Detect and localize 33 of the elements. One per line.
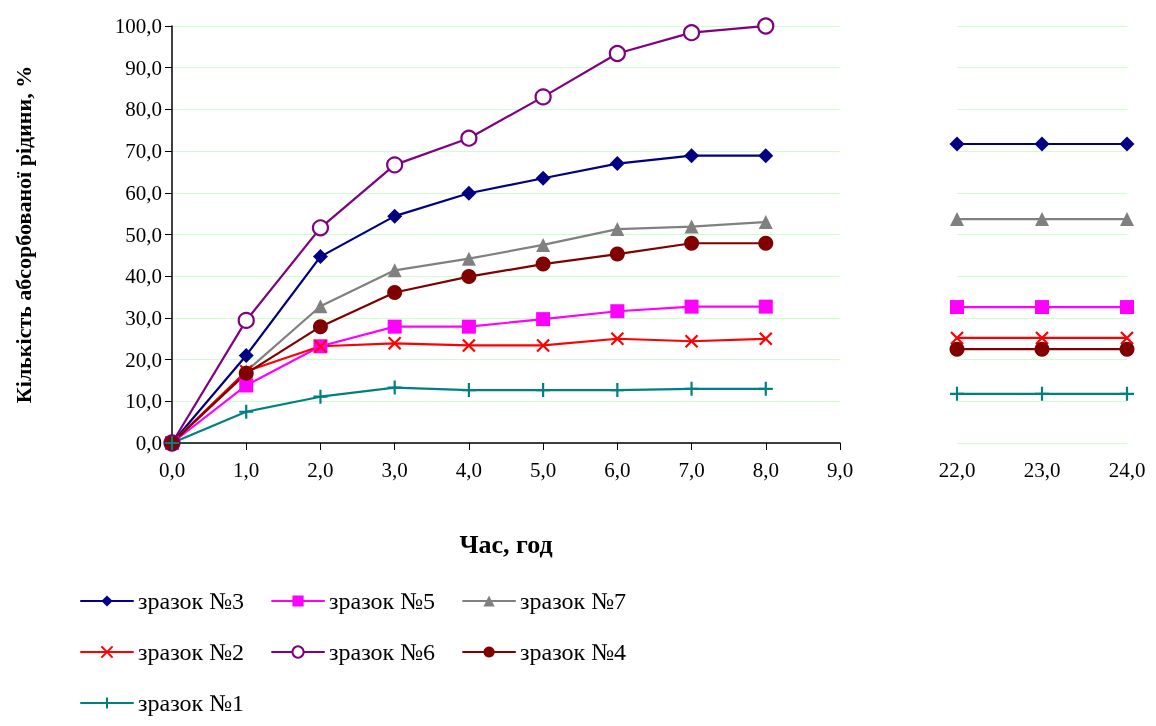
y-tick-label: 10,0 — [125, 389, 162, 414]
y-tick-label: 100,0 — [114, 14, 162, 38]
x-tick-label: 3,0 — [381, 457, 408, 482]
x-tick-label: 2,0 — [307, 457, 334, 482]
legend-label: зразок №6 — [329, 639, 436, 665]
y-axis-title: Кількість абсорбованої рідини, % — [10, 65, 36, 404]
x-tick-label: 22,0 — [938, 457, 976, 482]
y-tick-label: 40,0 — [125, 264, 162, 289]
y-tick-label: 0,0 — [135, 431, 162, 455]
y-tick-label: 90,0 — [125, 55, 162, 80]
x-tick-label: 7,0 — [678, 457, 705, 482]
legend-label: зразок №3 — [138, 588, 245, 614]
y-tick-label: 20,0 — [125, 347, 162, 372]
x-tick-label: 6,0 — [604, 457, 631, 482]
x-tick-label: 8,0 — [752, 457, 779, 482]
x-tick-label: 4,0 — [455, 457, 483, 482]
y-tick-label: 60,0 — [125, 180, 162, 205]
legend-label: зразок №1 — [138, 690, 245, 716]
y-tick-label: 50,0 — [125, 222, 162, 247]
x-tick-label: 0,0 — [158, 457, 186, 482]
legend-label: зразок №7 — [520, 588, 627, 614]
x-tick-label: 1,0 — [233, 457, 260, 482]
x-tick-label: 23,0 — [1023, 457, 1061, 482]
legend-label: зразок №4 — [520, 639, 627, 665]
legend-label: зразок №5 — [329, 588, 436, 614]
x-axis-title: Час, год — [459, 529, 553, 559]
x-tick-label: 9,0 — [826, 457, 854, 482]
y-tick-label: 30,0 — [125, 305, 162, 330]
x-tick-label: 5,0 — [529, 457, 557, 482]
y-tick-label: 70,0 — [125, 139, 162, 164]
legend-label: зразок №2 — [138, 639, 245, 665]
y-tick-label: 80,0 — [125, 97, 162, 122]
x-tick-label: 24,0 — [1108, 457, 1146, 482]
